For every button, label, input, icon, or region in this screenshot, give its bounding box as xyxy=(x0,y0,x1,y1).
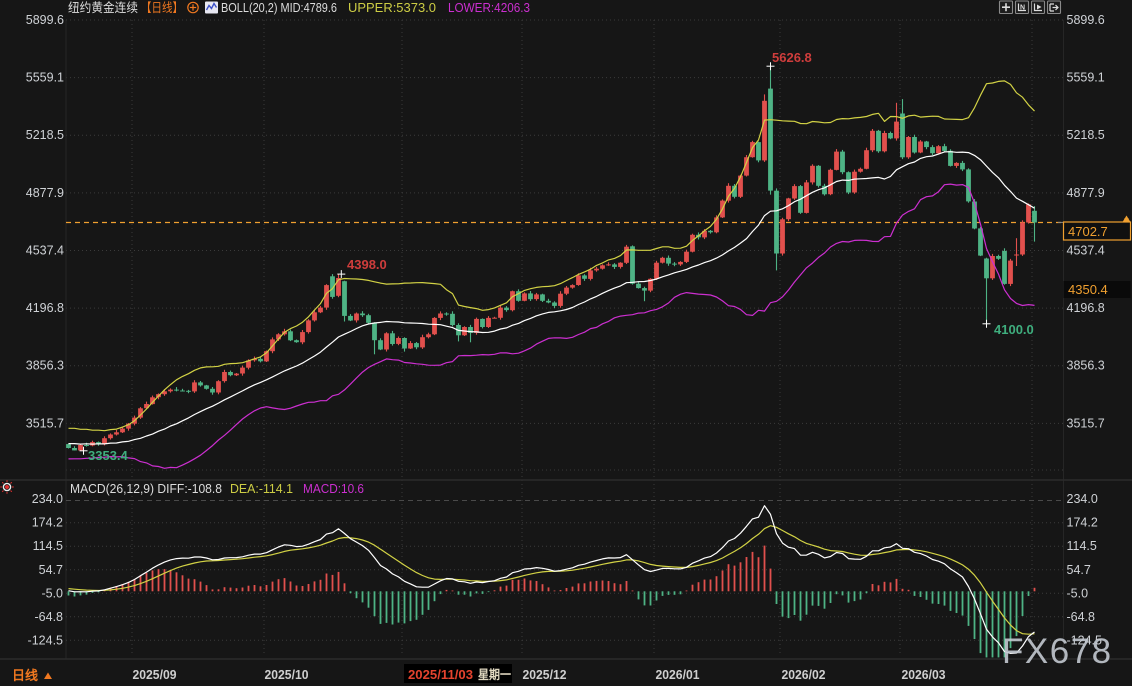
svg-text:-5.0: -5.0 xyxy=(1067,586,1089,600)
svg-text:234.0: 234.0 xyxy=(32,492,63,506)
svg-text:5218.5: 5218.5 xyxy=(1067,128,1105,142)
svg-text:174.2: 174.2 xyxy=(32,516,63,530)
svg-text:2026/03: 2026/03 xyxy=(902,668,946,682)
svg-text:2025/12: 2025/12 xyxy=(523,668,567,682)
svg-text:4196.8: 4196.8 xyxy=(26,301,64,315)
svg-text:MACD(26,12,9) DIFF:-108.8: MACD(26,12,9) DIFF:-108.8 xyxy=(70,482,222,496)
svg-text:2025/10: 2025/10 xyxy=(265,668,309,682)
svg-text:2026/02: 2026/02 xyxy=(782,668,826,682)
svg-text:2025/09: 2025/09 xyxy=(133,668,177,682)
svg-text:4877.9: 4877.9 xyxy=(1067,186,1105,200)
svg-text:4398.0: 4398.0 xyxy=(347,257,387,272)
svg-text:LOWER:4206.3: LOWER:4206.3 xyxy=(448,1,530,15)
svg-text:BOLL(20,2) MID:4789.6: BOLL(20,2) MID:4789.6 xyxy=(221,1,337,15)
svg-text:234.0: 234.0 xyxy=(1067,492,1098,506)
svg-text:3353.4: 3353.4 xyxy=(88,448,129,463)
svg-text:174.2: 174.2 xyxy=(1067,516,1098,530)
svg-text:DEA:-114.1: DEA:-114.1 xyxy=(230,482,293,496)
svg-text:5899.6: 5899.6 xyxy=(1067,13,1105,27)
svg-text:日线: 日线 xyxy=(12,668,38,683)
svg-text:54.7: 54.7 xyxy=(1067,563,1091,577)
svg-text:114.5: 114.5 xyxy=(33,539,63,553)
svg-text:4350.4: 4350.4 xyxy=(1068,282,1108,297)
svg-text:3856.3: 3856.3 xyxy=(26,359,64,373)
svg-text:3856.3: 3856.3 xyxy=(1067,359,1105,373)
svg-text:FX678: FX678 xyxy=(1002,632,1113,671)
svg-text:-64.8: -64.8 xyxy=(1067,610,1096,624)
svg-text:4537.4: 4537.4 xyxy=(26,243,64,257)
svg-text:【日线】: 【日线】 xyxy=(141,1,183,15)
svg-text:N: N xyxy=(1020,5,1025,12)
svg-text:-5.0: -5.0 xyxy=(41,586,63,600)
svg-text:-64.8: -64.8 xyxy=(35,610,64,624)
svg-text:5559.1: 5559.1 xyxy=(1067,71,1105,85)
svg-text:UPPER:5373.0: UPPER:5373.0 xyxy=(348,1,436,15)
svg-text:5218.5: 5218.5 xyxy=(26,128,64,142)
svg-text:5626.8: 5626.8 xyxy=(772,50,812,65)
svg-text:114.5: 114.5 xyxy=(1067,539,1097,553)
svg-text:-124.5: -124.5 xyxy=(1067,633,1102,647)
svg-text:星期一: 星期一 xyxy=(478,667,511,682)
svg-text:纽约黄金连续: 纽约黄金连续 xyxy=(68,0,138,15)
svg-text:5559.1: 5559.1 xyxy=(26,71,64,85)
svg-text:3515.7: 3515.7 xyxy=(26,416,64,430)
svg-text:MACD:10.6: MACD:10.6 xyxy=(303,482,364,496)
svg-text:-124.5: -124.5 xyxy=(28,633,63,647)
svg-text:2026/01: 2026/01 xyxy=(656,668,700,682)
svg-text:2025/11/03: 2025/11/03 xyxy=(408,668,473,682)
svg-text:5899.6: 5899.6 xyxy=(26,13,64,27)
svg-text:4537.4: 4537.4 xyxy=(1067,243,1105,257)
svg-text:4702.7: 4702.7 xyxy=(1068,224,1108,239)
svg-text:4877.9: 4877.9 xyxy=(26,186,64,200)
svg-text:4100.0: 4100.0 xyxy=(994,322,1034,337)
svg-text:3515.7: 3515.7 xyxy=(1067,416,1105,430)
svg-text:4196.8: 4196.8 xyxy=(1067,301,1105,315)
svg-text:54.7: 54.7 xyxy=(39,563,63,577)
